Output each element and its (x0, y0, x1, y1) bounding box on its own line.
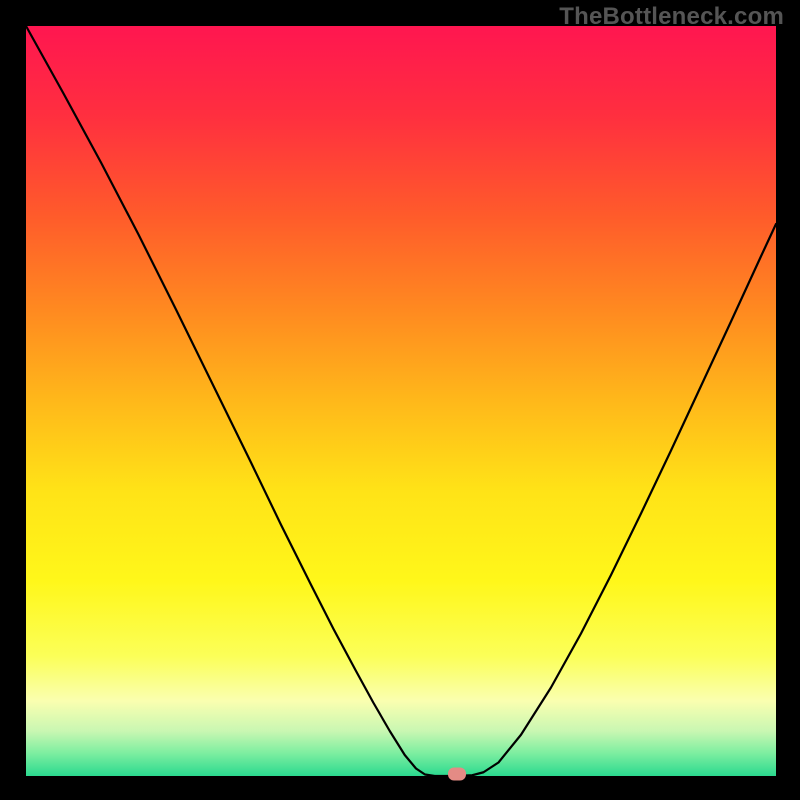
chart-frame: TheBottleneck.com (0, 0, 800, 800)
watermark-text: TheBottleneck.com (559, 3, 784, 31)
bottleneck-curve-svg (26, 26, 776, 776)
plot-area (26, 26, 776, 776)
optimum-marker (448, 767, 466, 780)
gradient-background (26, 26, 776, 776)
